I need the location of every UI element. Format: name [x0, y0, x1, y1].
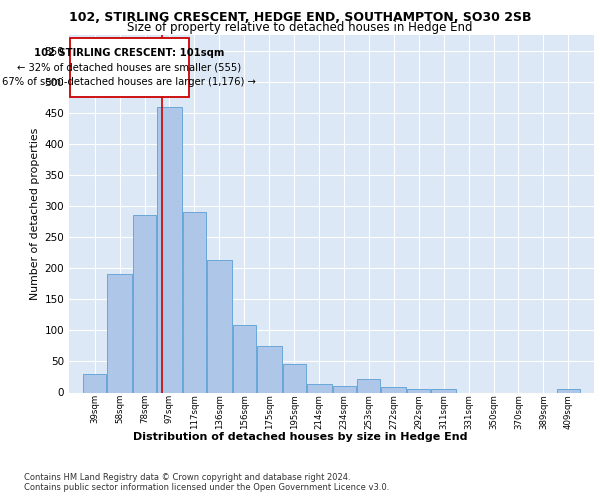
Bar — [157, 106, 182, 393]
Text: Contains HM Land Registry data © Crown copyright and database right 2024.: Contains HM Land Registry data © Crown c… — [24, 472, 350, 482]
Text: Contains public sector information licensed under the Open Government Licence v3: Contains public sector information licen… — [24, 484, 389, 492]
Bar — [107, 274, 132, 392]
FancyBboxPatch shape — [70, 38, 188, 97]
Bar — [357, 380, 380, 392]
Y-axis label: Number of detached properties: Number of detached properties — [30, 128, 40, 300]
Bar — [382, 387, 406, 392]
Bar — [133, 216, 156, 392]
Bar — [431, 389, 456, 392]
Bar — [207, 260, 232, 392]
Bar — [233, 326, 256, 392]
Text: Size of property relative to detached houses in Hedge End: Size of property relative to detached ho… — [127, 22, 473, 35]
Bar — [283, 364, 306, 392]
Bar — [83, 374, 106, 392]
Text: 67% of semi-detached houses are larger (1,176) →: 67% of semi-detached houses are larger (… — [2, 78, 256, 88]
Text: Distribution of detached houses by size in Hedge End: Distribution of detached houses by size … — [133, 432, 467, 442]
Bar — [332, 386, 356, 392]
Bar — [257, 346, 281, 393]
Bar — [183, 212, 206, 392]
Bar — [407, 390, 430, 392]
Text: 102, STIRLING CRESCENT, HEDGE END, SOUTHAMPTON, SO30 2SB: 102, STIRLING CRESCENT, HEDGE END, SOUTH… — [69, 11, 531, 24]
Text: ← 32% of detached houses are smaller (555): ← 32% of detached houses are smaller (55… — [17, 62, 241, 72]
Bar — [307, 384, 332, 392]
Text: 102 STIRLING CRESCENT: 101sqm: 102 STIRLING CRESCENT: 101sqm — [34, 48, 224, 58]
Bar — [557, 390, 580, 392]
